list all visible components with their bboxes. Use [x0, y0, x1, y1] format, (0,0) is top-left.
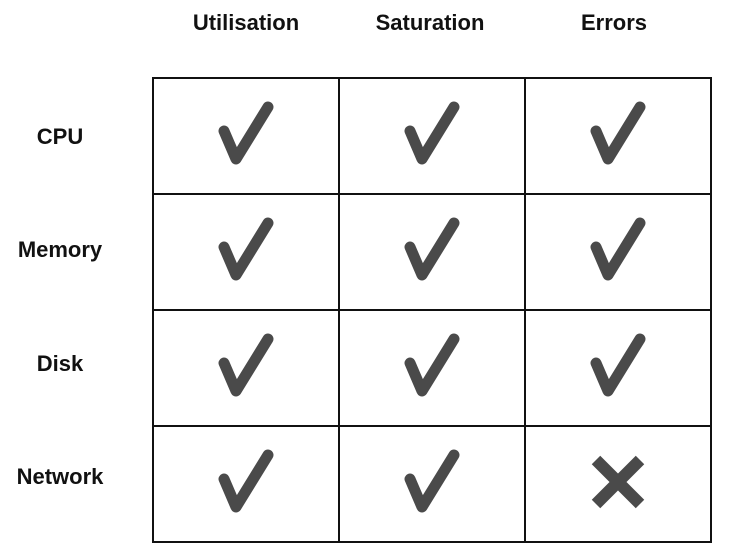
matrix-row-network	[152, 425, 712, 543]
column-header-utilisation: Utilisation	[192, 10, 300, 35]
row-header-disk: Disk	[36, 351, 84, 376]
row-header-cpu: CPU	[36, 124, 84, 149]
matrix-cell-network-utilisation	[152, 425, 340, 543]
matrix-cell-disk-errors	[524, 309, 712, 427]
check-icon	[588, 333, 648, 399]
column-header-saturation: Saturation	[375, 10, 485, 35]
matrix-cell-cpu-utilisation	[152, 77, 340, 195]
matrix-row-memory	[152, 193, 712, 311]
check-icon	[216, 333, 276, 399]
matrix-cell-memory-utilisation	[152, 193, 340, 311]
use-method-matrix	[152, 77, 712, 543]
check-icon	[402, 449, 462, 515]
matrix-cell-network-errors	[524, 425, 712, 543]
matrix-row-cpu	[152, 77, 712, 195]
matrix-cell-cpu-saturation	[338, 77, 526, 195]
column-header-errors: Errors	[580, 10, 648, 35]
matrix-cell-disk-saturation	[338, 309, 526, 427]
check-icon	[402, 217, 462, 283]
check-icon	[216, 217, 276, 283]
row-header-network: Network	[16, 464, 104, 489]
check-icon	[402, 101, 462, 167]
check-icon	[588, 101, 648, 167]
matrix-cell-memory-errors	[524, 193, 712, 311]
matrix-cell-cpu-errors	[524, 77, 712, 195]
check-icon	[216, 101, 276, 167]
check-icon	[402, 333, 462, 399]
matrix-cell-disk-utilisation	[152, 309, 340, 427]
cross-icon	[588, 449, 648, 515]
check-icon	[588, 217, 648, 283]
row-header-memory: Memory	[17, 237, 103, 262]
check-icon	[216, 449, 276, 515]
matrix-cell-memory-saturation	[338, 193, 526, 311]
matrix-row-disk	[152, 309, 712, 427]
matrix-cell-network-saturation	[338, 425, 526, 543]
